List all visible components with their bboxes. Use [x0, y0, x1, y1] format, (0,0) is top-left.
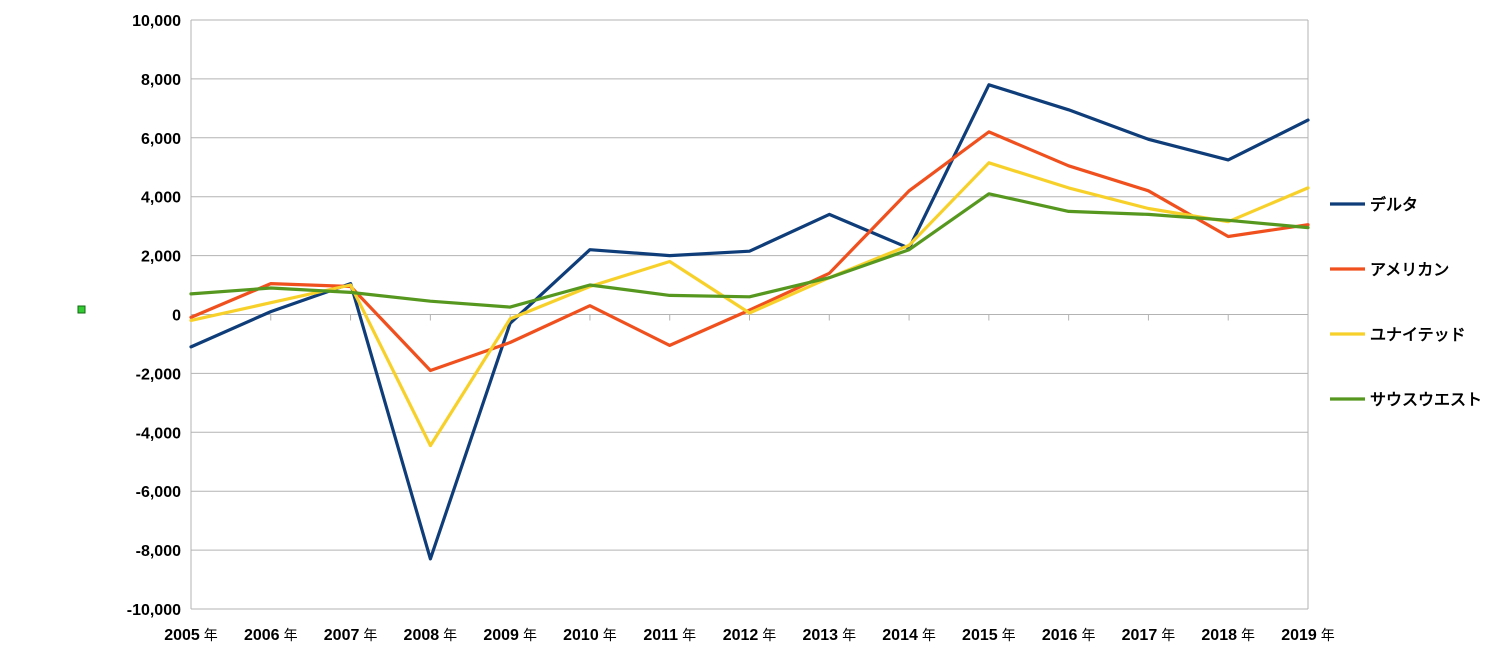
- x-tick-label: 2014 年: [882, 627, 936, 644]
- y-axis-tick-labels: 10,000 8,000 6,000 4,000 2,000 0 -2,000 -4,000 -…: [127, 13, 181, 619]
- x-tick-label: 2012 年: [723, 627, 777, 644]
- x-tick-label: 2016 年: [1042, 627, 1096, 644]
- x-tick-label: 2017 年: [1122, 627, 1176, 644]
- y-tick-label: -6,000: [136, 484, 181, 501]
- y-tick-label: 8,000: [141, 72, 181, 89]
- series-line-3: [189, 192, 1310, 309]
- x-tick-label: 2013 年: [802, 627, 856, 644]
- y-tick-label: -8,000: [136, 543, 181, 560]
- series-line-1: [189, 130, 1310, 373]
- x-tick-label: 2009 年: [483, 627, 537, 644]
- x-axis-tick-labels: 2005 年 2006 年 2007 年 2008 年 2009 年 2010 年 2011 年 2012 年…: [164, 627, 1335, 644]
- legend-label: アメリカン: [1370, 260, 1449, 279]
- y-tick-label: -10,000: [127, 602, 181, 619]
- y-tick-label: 4,000: [141, 190, 181, 207]
- legend-label: ユナイテッド: [1370, 325, 1466, 344]
- x-tick-label: 2010 年: [563, 627, 617, 644]
- series-lines: [189, 83, 1310, 561]
- series-line-2: [189, 161, 1310, 448]
- y-tick-label: 0: [172, 308, 181, 325]
- legend-label: サウスウエスト: [1370, 390, 1482, 409]
- legend-label: デルタ: [1370, 195, 1418, 214]
- y-tick-label: 6,000: [141, 131, 181, 148]
- series-line-0: [189, 83, 1310, 561]
- y-tick-label: -4,000: [136, 425, 181, 442]
- marker-icon: [77, 305, 86, 314]
- x-tick-label: 2007 年: [324, 627, 378, 644]
- x-tick-label: 2008 年: [404, 627, 458, 644]
- y-tick-label: 10,000: [132, 13, 181, 30]
- x-tick-label: 2018 年: [1201, 627, 1255, 644]
- y-tick-label: -2,000: [136, 366, 181, 383]
- x-tick-label: 2015 年: [962, 627, 1016, 644]
- y-tick-label: 2,000: [141, 249, 181, 266]
- x-tick-label: 2006 年: [244, 627, 298, 644]
- x-tick-label: 2011 年: [643, 627, 696, 644]
- x-tick-label: 2019 年: [1281, 627, 1335, 644]
- x-tick-label: 2005 年: [164, 627, 218, 644]
